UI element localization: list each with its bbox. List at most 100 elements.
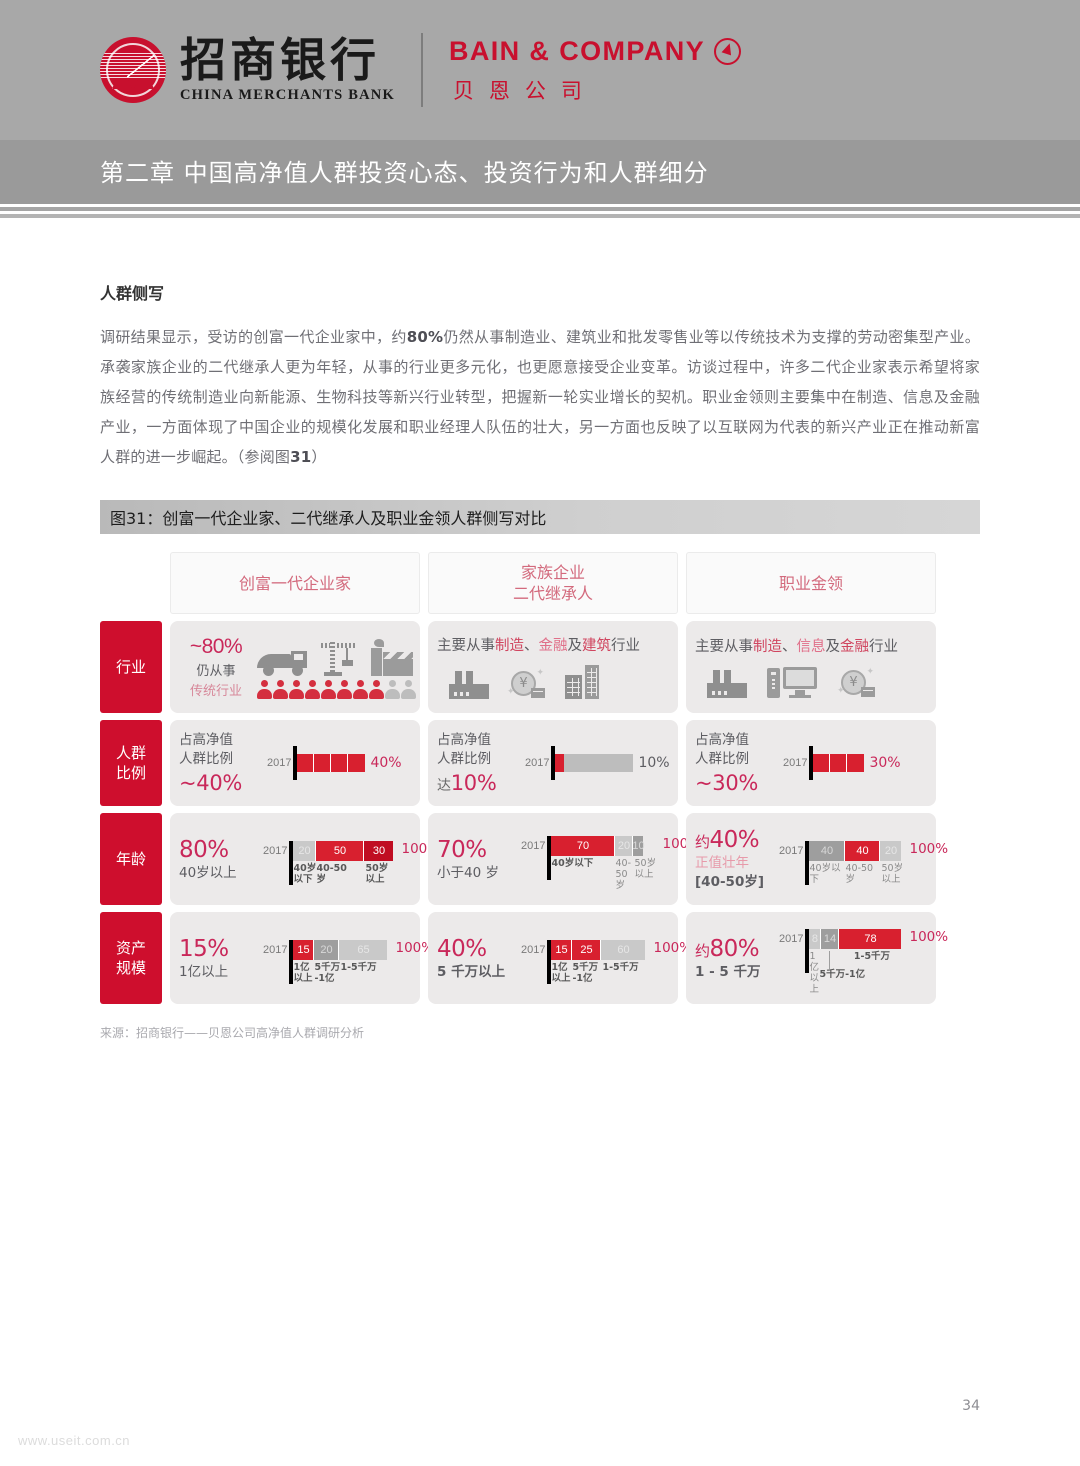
column-header-first-gen: 创富一代企业家 xyxy=(170,552,420,614)
chapter-band: 第二章 中国高净值人群投资心态、投资行为和人群细分 xyxy=(0,140,1080,200)
stack-segment: 30 xyxy=(363,841,394,861)
ratio-caption-first-gen: 占高净值 人群比例 ~40% xyxy=(179,731,267,795)
ratio-bar-professional: 2017 30% xyxy=(783,746,927,780)
coin-icon: ¥ ✦ ✦ xyxy=(507,666,545,698)
industry-line2: 仍从事 xyxy=(196,664,236,679)
bar-axis xyxy=(293,746,298,780)
bar-end-label: 30% xyxy=(869,755,901,771)
bain-logo-icon xyxy=(714,37,742,65)
ratio-big-value: ~30% xyxy=(695,771,759,795)
age-subtitle: 小于40 岁 xyxy=(437,864,499,881)
cmb-name-cn: 招商银行 xyxy=(180,33,380,88)
age-big-value: 80% xyxy=(179,836,229,863)
building-icon xyxy=(565,664,599,699)
bar-year-label: 2017 xyxy=(783,757,808,769)
tick-label: 40- 50岁 xyxy=(615,857,632,891)
stack-segment: 40 xyxy=(809,841,845,861)
page-content: 人群侧写 调研结果显示，受访的创富一代企业家中，约80%仍然从事制造业、建筑业和… xyxy=(0,280,1080,1041)
bar-total-label: 100% xyxy=(653,940,693,956)
bar-year-label: 2017 xyxy=(263,944,288,956)
stack-segment: 25 xyxy=(571,940,601,960)
row-label-industry: 行业 xyxy=(100,621,162,713)
cell-industry-second-gen: 主要从事制造、金融及建筑行业 ¥ ✦ ✦ xyxy=(428,621,678,713)
age-big-value: 70% xyxy=(437,836,487,863)
age-subtitle: [40-50岁] xyxy=(695,874,765,890)
watermark: www.useit.com.cn xyxy=(18,1433,131,1448)
paragraph-part-1: 调研结果显示，受访的创富一代企业家中，约 xyxy=(100,328,407,346)
bar-total-label: 100% xyxy=(395,940,435,956)
factory-icon xyxy=(449,670,489,699)
tick-label: 1-5千万 xyxy=(340,962,377,973)
bar-end-label: 40% xyxy=(370,755,402,771)
stack-segment: 60 xyxy=(600,940,646,960)
age-stacked-bar-second-gen: 2017 70 20 10 40岁以下 xyxy=(521,828,701,891)
stack-segment: 78 xyxy=(838,929,902,949)
person-icon xyxy=(321,679,336,699)
tick-label: 1亿 以上 xyxy=(551,962,571,984)
stack-tick-labels: 40岁以下 40- 50岁 50岁 以上 xyxy=(551,858,656,891)
stack-segment: 65 xyxy=(338,940,388,960)
industry-headline-block: ~80% 仍从事 传统行业 xyxy=(179,635,253,699)
ratio-caption-professional: 占高净值 人群比例 ~30% xyxy=(695,731,783,795)
column-header-label: 职业金领 xyxy=(778,573,843,593)
person-icon xyxy=(257,679,272,699)
tick-label: 50岁 以上 xyxy=(365,863,389,885)
comparison-matrix: 创富一代企业家 家族企业 二代继承人 职业金领 行业 ~80% 仍从事 xyxy=(100,552,980,1004)
bar-year-label: 2017 xyxy=(779,933,804,945)
stack-segment: 70 xyxy=(551,835,615,856)
bar-segments xyxy=(555,754,634,772)
bar-year-label: 2017 xyxy=(521,839,546,852)
stack-segment: 10 xyxy=(632,835,645,856)
paragraph-part-2: 仍然从事制造业、建筑业和批发零售业等以传统技术为支撑的劳动密集型产业。承袭家族企… xyxy=(100,328,980,466)
stack-segment: 20 xyxy=(614,835,633,856)
stack-segment: 15 xyxy=(293,940,314,960)
cell-ratio-second-gen: 占高净值 人群比例 达10% 2017 10% xyxy=(428,720,678,806)
bain-name-cn: 贝恩公司 xyxy=(452,78,597,103)
truck-icon xyxy=(257,646,307,676)
age-stacked-bar-first-gen: 2017 20 50 30 40岁 以下 xyxy=(263,833,440,885)
tick-label: 1-5千万 xyxy=(853,951,891,962)
table-row-asset-scale: 资产 规模 15% 1亿以上 2017 15 20 xyxy=(100,912,980,1004)
asset-stacked-bar-first-gen: 2017 15 20 65 1亿 以上 xyxy=(263,932,434,984)
stack-tick-labels: 1亿 以上 5千万 -1亿 1-5千万 xyxy=(551,962,647,984)
ratio-big-value: 达10% xyxy=(437,771,497,795)
age-big-value: 约40% xyxy=(695,827,760,853)
section-heading: 人群侧写 xyxy=(100,284,165,303)
bar-axis xyxy=(289,841,294,885)
computer-icon xyxy=(767,666,819,698)
industry-text-second-gen: 主要从事制造、金融及建筑行业 xyxy=(437,637,640,654)
body-paragraph: 调研结果显示，受访的创富一代企业家中，约80%仍然从事制造业、建筑业和批发零售业… xyxy=(100,322,980,472)
asset-headline-second-gen: 40% 5 千万以上 xyxy=(437,936,521,981)
bar-year-label: 2017 xyxy=(525,757,550,769)
paragraph-bold-80: 80% xyxy=(406,328,444,346)
cmb-wordmark: 招商银行 CHINA MERCHANTS BANK xyxy=(180,36,395,103)
decorative-stripes xyxy=(0,200,1080,238)
cell-industry-professional: 主要从事制造、信息及金融行业 ¥ ✦ ✦ xyxy=(686,621,936,713)
tick-label: 40岁 以下 xyxy=(293,863,317,885)
stack-tick-labels: 1亿 以上 5千万 -1亿 1-5千万 xyxy=(293,962,389,984)
tick-label: 40-50岁 xyxy=(845,863,874,885)
people-icons xyxy=(257,679,416,699)
asset-big-value: 15% xyxy=(179,935,229,962)
industry-text-professional: 主要从事制造、信息及金融行业 xyxy=(695,638,898,655)
figure-source: 来源：招商银行——贝恩公司高净值人群调研分析 xyxy=(100,1026,365,1040)
age-headline-second-gen: 70% 小于40 岁 xyxy=(437,837,521,882)
person-icon-inactive xyxy=(385,679,400,699)
person-icon-inactive xyxy=(401,679,416,699)
asset-headline-first-gen: 15% 1亿以上 xyxy=(179,936,263,981)
bar-end-label: 10% xyxy=(638,755,670,771)
stack-segment: 20 xyxy=(313,940,339,960)
figure-title: 图31：创富一代企业家、二代继承人及职业金领人群侧写对比 xyxy=(110,509,547,528)
industry-icon-group xyxy=(253,636,416,699)
stack-segments: 15 25 60 xyxy=(551,940,647,960)
stack-segment: 40 xyxy=(844,841,880,861)
stack-segments: 15 20 65 xyxy=(293,940,389,960)
bar-year-label: 2017 xyxy=(521,944,546,956)
bar-segments xyxy=(813,754,865,772)
cell-age-first-gen: 80% 40岁以上 2017 20 50 30 40岁 xyxy=(170,813,440,905)
bar-axis xyxy=(809,746,814,780)
asset-big-value: 40% xyxy=(437,935,487,962)
cell-industry-first-gen: ~80% 仍从事 传统行业 xyxy=(170,621,420,713)
stack-segment: 20 xyxy=(293,841,316,861)
cell-asset-first-gen: 15% 1亿以上 2017 15 20 65 1亿 xyxy=(170,912,434,1004)
